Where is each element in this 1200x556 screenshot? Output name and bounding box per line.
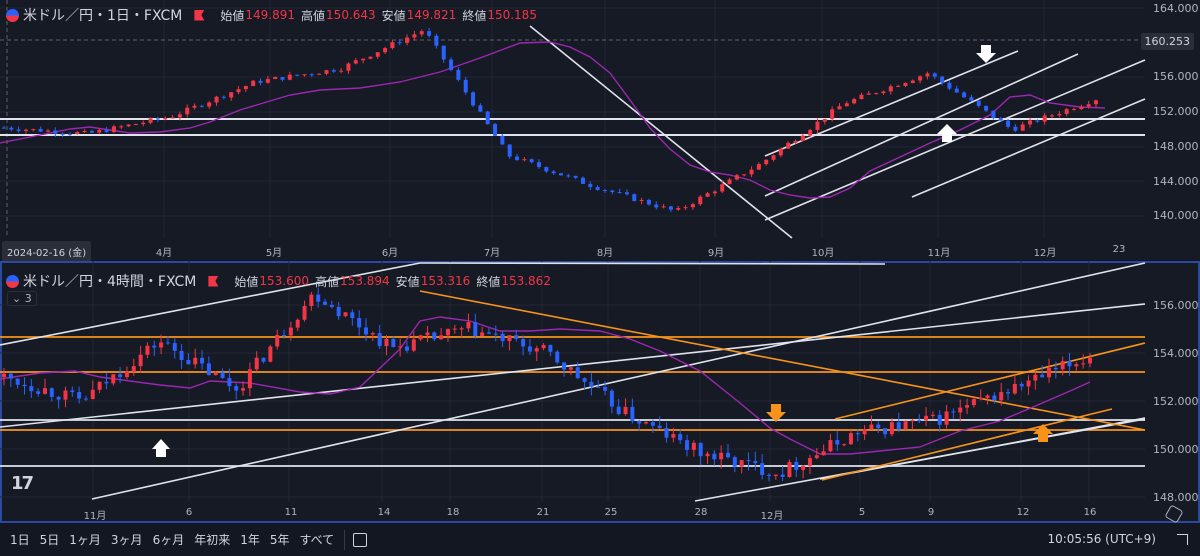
price-tick: 164.000 bbox=[1153, 2, 1199, 15]
four-hour-chart-canvas[interactable] bbox=[0, 261, 1200, 523]
time-tick: 4月 bbox=[155, 248, 173, 259]
symbol-title[interactable]: 米ドル／円・4時間・FXCM bbox=[23, 274, 197, 290]
time-tick: 21 bbox=[536, 507, 550, 518]
time-tick: 5月 bbox=[265, 248, 283, 259]
time-tick: 10月 bbox=[811, 248, 835, 259]
high-value: 150.643 bbox=[326, 8, 376, 22]
bottom-toolbar: 1日 5日 1ヶ月 3ヶ月 6ヶ月 年初来 1年 5年 すべて 10:05:56… bbox=[0, 523, 1200, 556]
goto-date-calendar-icon[interactable] bbox=[353, 532, 368, 547]
up-arrow-marker bbox=[152, 439, 170, 457]
price-tick: 140.000 bbox=[1153, 209, 1199, 222]
current-price-badge: 160.253 bbox=[1140, 33, 1194, 50]
four-hour-chart-pane[interactable]: 米ドル／円・4時間・FXCM 始値 153.600 高値 153.894 安値 153… bbox=[0, 261, 1200, 524]
time-tick: 14 bbox=[377, 507, 391, 518]
range-5d-button[interactable]: 5日 bbox=[39, 533, 60, 547]
open-label: 始値 bbox=[220, 8, 245, 23]
daily-chart-canvas[interactable] bbox=[0, 0, 1200, 260]
time-tick: 11 bbox=[284, 507, 298, 518]
toolbar-divider bbox=[344, 529, 346, 550]
low-value: 153.316 bbox=[420, 274, 471, 288]
range-3m-button[interactable]: 3ヶ月 bbox=[110, 533, 143, 547]
range-1m-button[interactable]: 1ヶ月 bbox=[69, 533, 101, 547]
us-japan-flag-icon bbox=[6, 274, 19, 288]
down-arrow-marker bbox=[766, 404, 786, 422]
symbol-title[interactable]: 米ドル／円・1日・FXCM bbox=[23, 8, 183, 24]
crosshair-date-badge: 2024-02-16 (金) bbox=[2, 241, 92, 262]
time-tick: 5 bbox=[858, 507, 866, 518]
time-tick: 9 bbox=[927, 507, 935, 518]
range-ytd-button[interactable]: 年初来 bbox=[194, 533, 231, 547]
time-tick: 11月 bbox=[83, 511, 107, 522]
low-label: 安値 bbox=[395, 274, 420, 289]
close-value: 153.862 bbox=[501, 274, 551, 288]
time-tick: 7月 bbox=[483, 248, 501, 259]
low-label: 安値 bbox=[381, 8, 406, 23]
down-arrow-marker bbox=[976, 45, 996, 63]
range-5y-button[interactable]: 5年 bbox=[269, 533, 290, 547]
price-tick: 152.000 bbox=[1153, 395, 1199, 408]
open-value: 153.600 bbox=[259, 274, 310, 288]
time-tick: 6 bbox=[185, 507, 193, 518]
time-tick: 6月 bbox=[381, 248, 399, 259]
tradingview-logo-icon[interactable]: 17 bbox=[11, 473, 34, 494]
range-1y-button[interactable]: 1年 bbox=[240, 533, 260, 547]
range-all-button[interactable]: すべて bbox=[299, 533, 335, 547]
high-label: 高値 bbox=[315, 274, 340, 289]
time-tick: 11月 bbox=[927, 248, 951, 259]
four-hour-chart-legend: 米ドル／円・4時間・FXCM 始値 153.600 高値 153.894 安値 153… bbox=[6, 271, 551, 291]
close-label: 終値 bbox=[476, 274, 501, 289]
indicator-collapse-button[interactable]: ⌄ 3 bbox=[7, 291, 37, 306]
up-arrow-marker bbox=[1033, 424, 1053, 442]
open-label: 始値 bbox=[234, 274, 259, 289]
time-tick: 18 bbox=[446, 507, 460, 518]
price-tick: 152.000 bbox=[1153, 105, 1199, 118]
time-tick: 25 bbox=[604, 507, 618, 518]
range-1d-button[interactable]: 1日 bbox=[10, 533, 30, 547]
fullscreen-icon[interactable] bbox=[1177, 534, 1188, 545]
time-tick: 12月 bbox=[1033, 248, 1057, 259]
price-tick: 156.000 bbox=[1153, 70, 1199, 83]
time-tick: 16 bbox=[1083, 507, 1097, 518]
price-tick: 154.000 bbox=[1153, 347, 1199, 360]
time-tick: 23 bbox=[1112, 244, 1126, 255]
time-tick: 28 bbox=[694, 507, 708, 518]
high-label: 高値 bbox=[301, 8, 326, 23]
us-japan-flag-icon bbox=[6, 8, 19, 22]
daily-chart-legend: 米ドル／円・1日・FXCM 始値 149.891 高値 150.643 安値 149.… bbox=[6, 5, 537, 25]
market-closed-flag-icon bbox=[208, 275, 219, 287]
open-value: 149.891 bbox=[245, 8, 296, 22]
time-tick: 12 bbox=[1016, 507, 1030, 518]
up-arrow-marker bbox=[937, 124, 957, 142]
price-tick: 144.000 bbox=[1153, 175, 1199, 188]
price-tick: 156.000 bbox=[1153, 299, 1199, 312]
high-value: 153.894 bbox=[340, 274, 390, 288]
close-value: 150.185 bbox=[487, 8, 537, 22]
time-tick: 12月 bbox=[760, 511, 784, 522]
range-6m-button[interactable]: 6ヶ月 bbox=[152, 533, 185, 547]
price-tick: 150.000 bbox=[1153, 443, 1199, 456]
clock-timezone[interactable]: 10:05:56 (UTC+9) bbox=[1047, 532, 1156, 546]
time-tick: 9月 bbox=[707, 248, 725, 259]
market-closed-flag-icon bbox=[194, 9, 205, 21]
price-tick: 148.000 bbox=[1153, 491, 1199, 504]
price-tick: 148.000 bbox=[1153, 140, 1199, 153]
low-value: 149.821 bbox=[406, 8, 457, 22]
daily-chart-pane[interactable]: 米ドル／円・1日・FXCM 始値 149.891 高値 150.643 安値 149.… bbox=[0, 0, 1200, 262]
time-tick: 8月 bbox=[596, 248, 614, 259]
close-label: 終値 bbox=[462, 8, 487, 23]
